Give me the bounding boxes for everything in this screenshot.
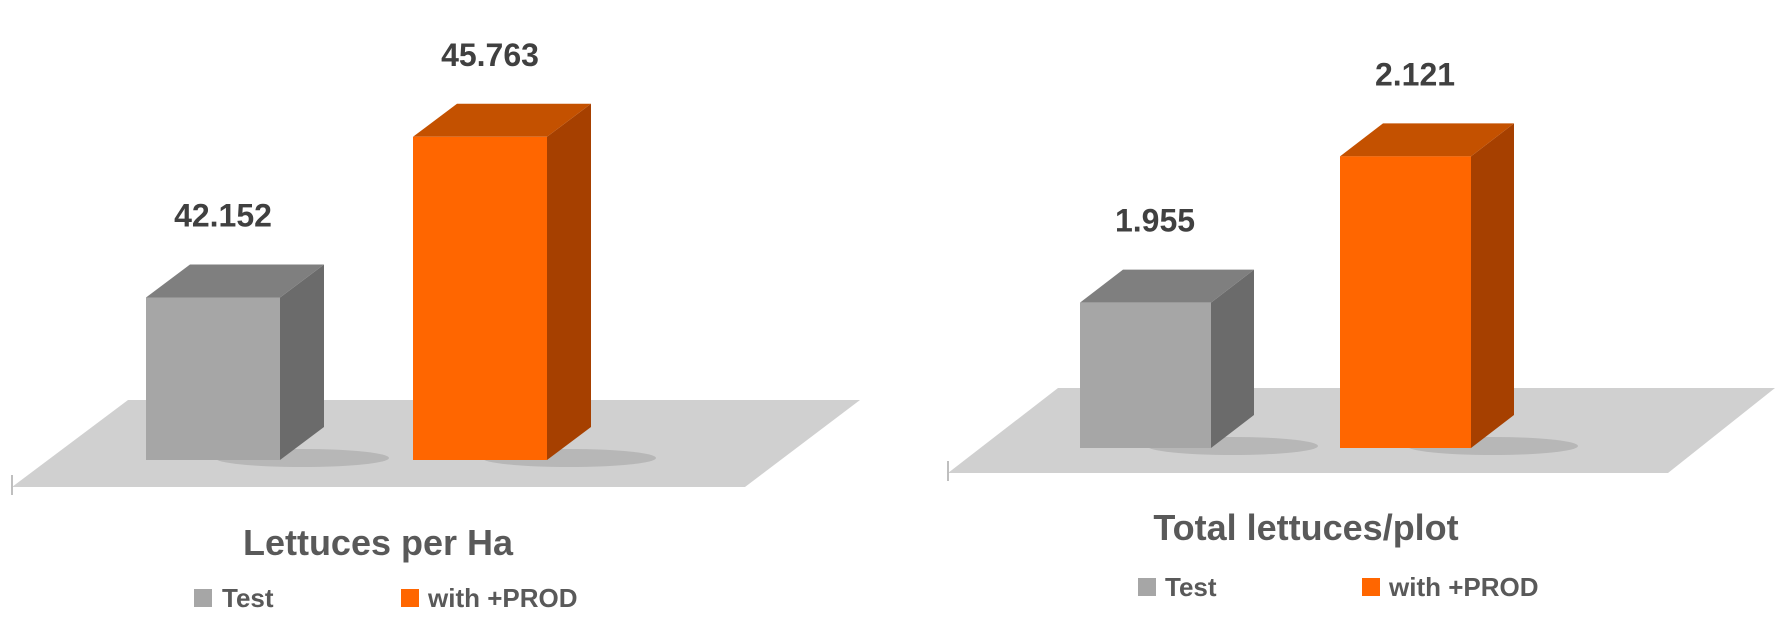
chart-1: 42.152 45.763 Lettuces per Ha Test with +PRO… [11,37,860,613]
value-label: 42.152 [174,197,272,233]
bar-top-face [1080,269,1254,303]
bar-front-face [146,297,280,460]
legend-label: Test [1165,572,1217,602]
bar-front-face [413,136,547,460]
bar-top-face [413,103,591,137]
chart-title: Total lettuces/plot [1153,507,1458,548]
bar-top-face [1340,123,1514,157]
bar-test [1080,269,1318,455]
legend-label: with +PROD [1388,572,1539,602]
legend-label: with +PROD [427,583,578,613]
legend-swatch [401,589,419,607]
bar-side-face [547,103,591,460]
bar-top-face [146,264,324,298]
legend-swatch [1362,578,1380,596]
bar-side-face [1211,269,1254,448]
bar-test [146,264,389,467]
bar-front-face [1080,302,1211,448]
value-label: 45.763 [441,37,539,73]
bar-with-prod [1340,123,1578,455]
bar-with-prod [413,103,656,467]
bar-side-face [280,264,324,460]
bar-front-face [1340,156,1471,448]
chart-title: Lettuces per Ha [243,522,514,563]
value-label: 2.121 [1375,56,1455,92]
legend: Test with +PROD [1138,572,1539,602]
legend-swatch [194,589,212,607]
bar-side-face [1471,123,1514,449]
value-label: 1.955 [1115,203,1195,239]
chart-2: 1.955 2.121 Total lettuces/plot Test with +P… [947,56,1775,602]
legend: Test with +PROD [194,583,578,613]
legend-label: Test [222,583,274,613]
legend-swatch [1138,578,1156,596]
